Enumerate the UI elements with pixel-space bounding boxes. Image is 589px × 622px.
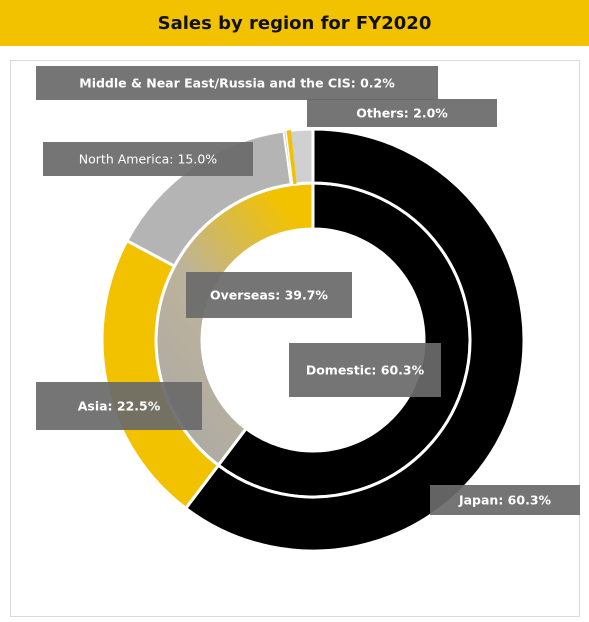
chart-title: Sales by region for FY2020 (157, 12, 432, 34)
data-label-text: Japan: 60.3% (458, 493, 552, 508)
data-label-north-america: North America: 15.0% (43, 142, 253, 176)
data-label-overseas: Overseas: 39.7% (186, 272, 352, 318)
data-label-text: Domestic: 60.3% (306, 363, 425, 378)
data-label-text: Middle & Near East/Russia and the CIS: 0… (79, 76, 395, 91)
data-label-text: Asia: 22.5% (78, 399, 161, 414)
data-label-text: North America: 15.0% (79, 152, 218, 167)
data-label-box (36, 382, 202, 430)
data-label-box (289, 343, 441, 397)
data-label-box (43, 142, 253, 176)
data-label-box (186, 272, 352, 318)
data-label-domestic: Domestic: 60.3% (289, 343, 441, 397)
data-label-box (430, 485, 580, 515)
data-label-text: Others: 2.0% (356, 106, 448, 121)
data-label-text: Overseas: 39.7% (210, 288, 328, 303)
data-label-box (36, 66, 438, 100)
chart-title-bar: Sales by region for FY2020 (0, 0, 589, 46)
data-label-others: Others: 2.0% (307, 99, 497, 127)
data-label-middle-near-east-russia-and-the-cis: Middle & Near East/Russia and the CIS: 0… (36, 66, 438, 100)
data-label-japan: Japan: 60.3% (430, 485, 580, 515)
data-label-asia: Asia: 22.5% (36, 382, 202, 430)
outer-slice-japan (183, 127, 526, 553)
data-label-box (307, 99, 497, 127)
outer-slice-edge-others (286, 130, 297, 185)
